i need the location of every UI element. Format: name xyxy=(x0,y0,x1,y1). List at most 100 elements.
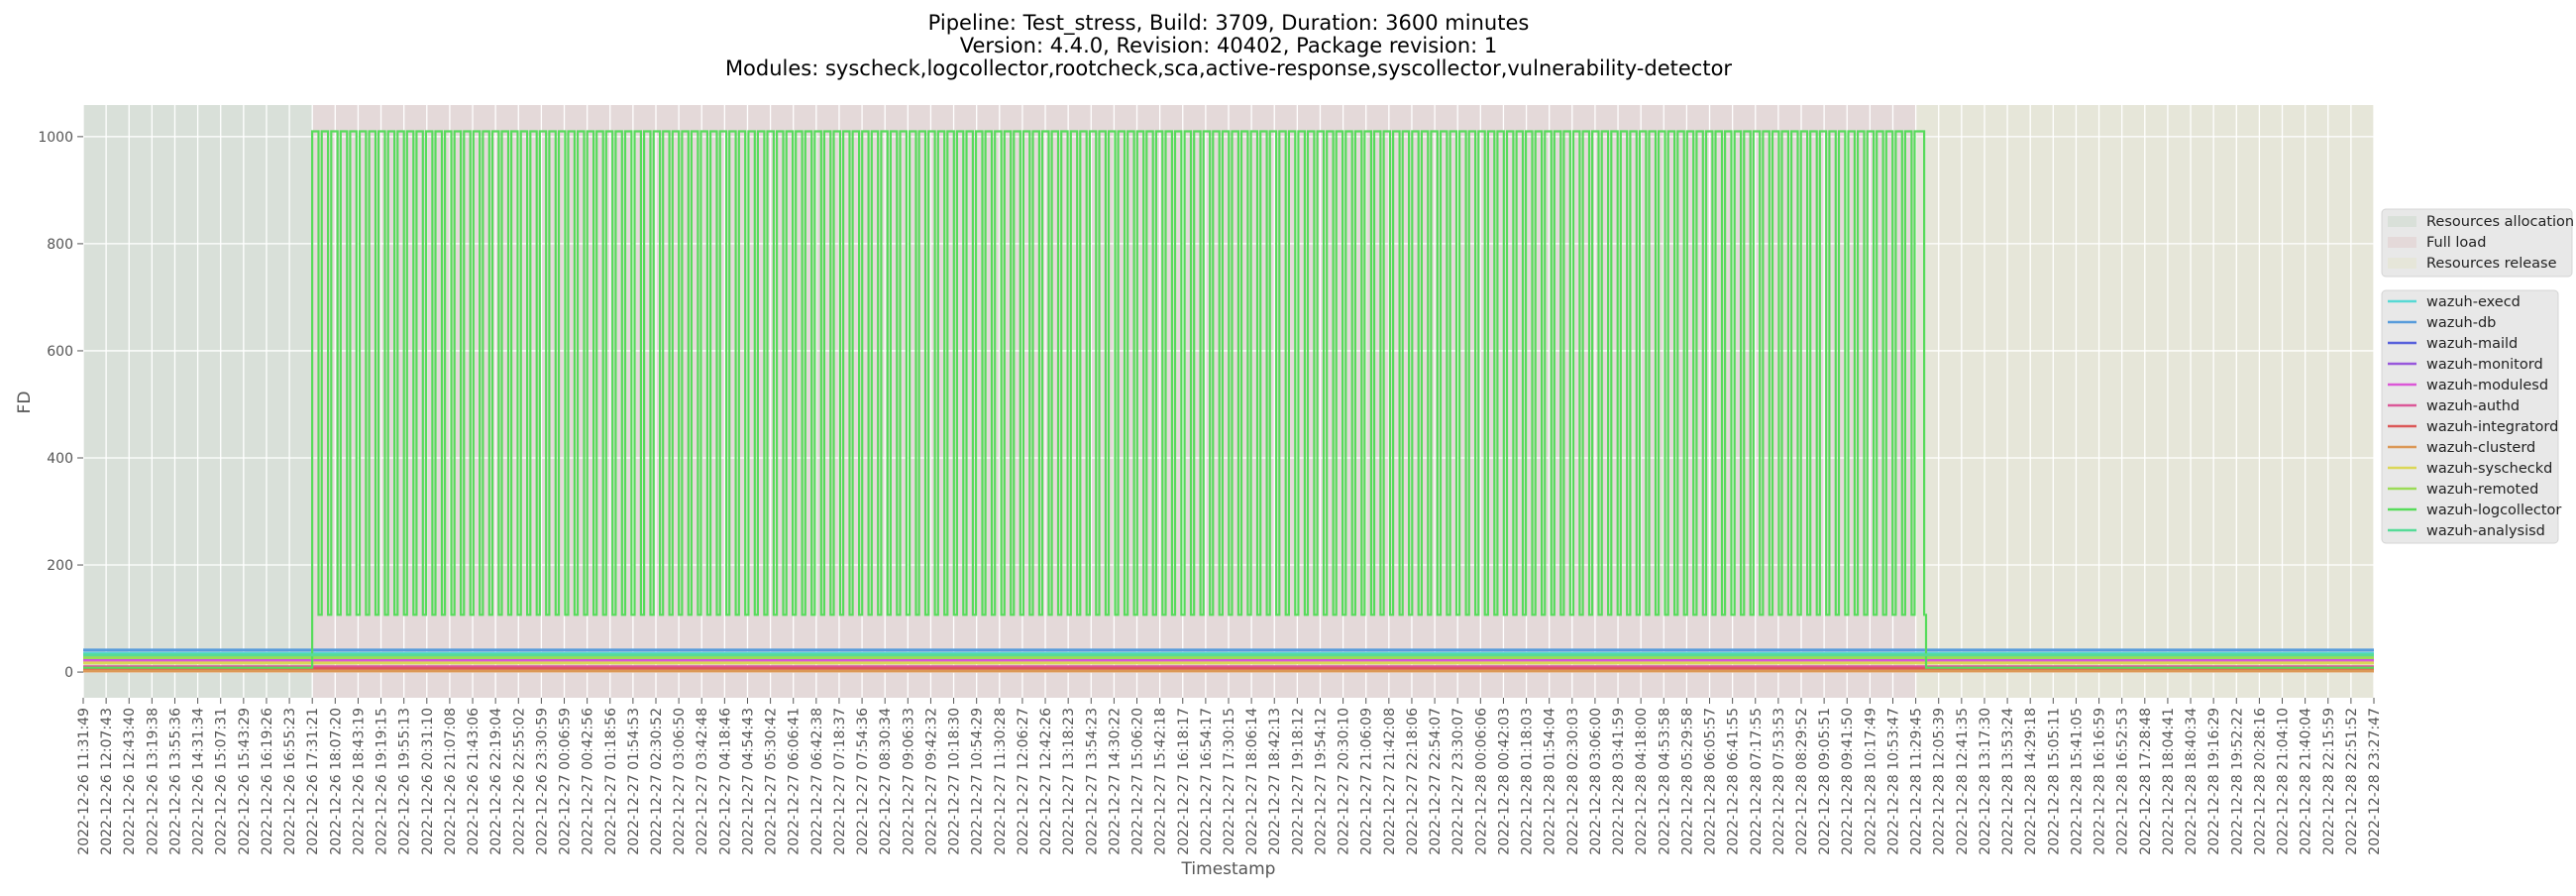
x-tick-label: 2022-12-26 19:55:13 xyxy=(397,708,413,855)
x-tick-label: 2022-12-27 05:30:42 xyxy=(764,708,780,855)
x-tick-label: 2022-12-27 15:06:20 xyxy=(1130,708,1146,855)
x-tick-label: 2022-12-27 23:30:07 xyxy=(1450,708,1466,855)
x-tick-label: 2022-12-26 14:31:34 xyxy=(191,708,207,855)
x-tick-label: 2022-12-28 20:28:16 xyxy=(2252,708,2268,855)
x-tick-label: 2022-12-26 12:07:43 xyxy=(99,708,115,855)
series-lines xyxy=(83,130,2374,673)
phase-legend-label: Full load xyxy=(2426,235,2486,251)
x-tick-label: 2022-12-28 10:53:47 xyxy=(1885,708,1901,855)
y-axis: 0 200 400 600 800 1000 xyxy=(38,130,83,681)
x-tick-label: 2022-12-27 09:42:32 xyxy=(923,708,939,855)
x-tick-label: 2022-12-28 07:53:53 xyxy=(1771,708,1787,855)
x-tick-label: 2022-12-26 18:43:19 xyxy=(351,708,367,855)
x-tick-label: 2022-12-28 17:28:48 xyxy=(2138,708,2154,855)
x-tick-label: 2022-12-27 02:30:52 xyxy=(649,708,665,855)
x-tick-label: 2022-12-27 18:42:13 xyxy=(1267,708,1283,855)
x-tick-label: 2022-12-26 13:19:38 xyxy=(145,708,161,855)
x-tick-label: 2022-12-27 01:54:53 xyxy=(626,708,642,855)
x-tick-label: 2022-12-26 15:43:29 xyxy=(237,708,253,855)
phase-legend-swatch xyxy=(2388,258,2416,269)
x-tick-label: 2022-12-28 12:05:39 xyxy=(1932,708,1948,855)
x-tick-label: 2022-12-28 09:41:50 xyxy=(1840,708,1856,855)
chart-title-line-1: Pipeline: Test_stress, Build: 3709, Dura… xyxy=(928,11,1530,36)
x-tick-label: 2022-12-28 11:29:45 xyxy=(1909,708,1925,855)
x-tick-label: 2022-12-28 16:16:59 xyxy=(2093,708,2108,855)
series-legend-label: wazuh-execd xyxy=(2426,294,2521,310)
x-tick-label: 2022-12-27 12:06:27 xyxy=(1016,708,1031,855)
x-tick-label: 2022-12-28 16:52:53 xyxy=(2115,708,2131,855)
x-tick-label: 2022-12-27 21:06:09 xyxy=(1359,708,1375,855)
x-tick-label: 2022-12-27 13:18:23 xyxy=(1061,708,1077,855)
x-tick-label: 2022-12-27 22:54:07 xyxy=(1428,708,1444,855)
x-tick-label: 2022-12-28 06:41:55 xyxy=(1726,708,1742,855)
x-tick-label: 2022-12-27 10:54:29 xyxy=(970,708,986,855)
x-tick-label: 2022-12-26 12:43:40 xyxy=(122,708,138,855)
y-axis-label: FD xyxy=(15,392,35,414)
x-tick-label: 2022-12-26 16:19:26 xyxy=(260,708,275,855)
x-tick-label: 2022-12-27 15:42:18 xyxy=(1153,708,1169,855)
series-legend-label: wazuh-modulesd xyxy=(2426,378,2548,393)
x-tick-label: 2022-12-26 21:43:06 xyxy=(466,708,482,855)
x-tick-label: 2022-12-26 22:55:02 xyxy=(511,708,527,855)
x-tick-label: 2022-12-27 07:18:37 xyxy=(832,708,848,855)
x-tick-label: 2022-12-28 05:29:58 xyxy=(1679,708,1695,855)
phase-legend-label: Resources allocation xyxy=(2426,214,2574,230)
y-tick-label: 600 xyxy=(47,344,73,360)
x-tick-label: 2022-12-28 22:51:52 xyxy=(2344,708,2360,855)
x-tick-label: 2022-12-27 13:54:23 xyxy=(1084,708,1100,855)
x-tick-label: 2022-12-27 20:30:10 xyxy=(1337,708,1352,855)
series-legend-label: wazuh-maild xyxy=(2426,336,2518,352)
x-tick-label: 2022-12-28 08:29:52 xyxy=(1794,708,1810,855)
x-tick-label: 2022-12-27 06:06:41 xyxy=(787,708,803,855)
y-tick-label: 0 xyxy=(64,665,73,681)
x-tick-label: 2022-12-28 14:29:18 xyxy=(2023,708,2039,855)
chart-title-line-3: Modules: syscheck,logcollector,rootcheck… xyxy=(725,56,1732,80)
x-tick-label: 2022-12-26 17:31:21 xyxy=(305,708,321,855)
x-tick-label: 2022-12-28 00:06:06 xyxy=(1473,708,1489,855)
chart-title-line-2: Version: 4.4.0, Revision: 40402, Package… xyxy=(960,34,1498,57)
x-tick-label: 2022-12-28 22:15:59 xyxy=(2321,708,2337,855)
x-tick-label: 2022-12-27 03:06:50 xyxy=(672,708,688,855)
x-tick-label: 2022-12-28 00:42:03 xyxy=(1496,708,1512,855)
x-tick-label: 2022-12-28 13:53:24 xyxy=(2000,708,2016,855)
x-tick-label: 2022-12-27 08:30:34 xyxy=(878,708,894,855)
x-tick-label: 2022-12-27 16:54:17 xyxy=(1199,708,1215,855)
phase-legend: Resources allocation Full load Resources r… xyxy=(2381,208,2574,278)
series-legend-box xyxy=(2381,289,2559,544)
x-tick-label: 2022-12-27 04:18:46 xyxy=(717,708,733,855)
x-tick-label: 2022-12-28 10:17:49 xyxy=(1863,708,1878,855)
x-tick-label: 2022-12-27 18:06:14 xyxy=(1244,708,1260,855)
x-tick-label: 2022-12-27 16:18:17 xyxy=(1176,708,1192,855)
x-tick-label: 2022-12-28 21:04:10 xyxy=(2276,708,2292,855)
phase-legend-swatch xyxy=(2388,237,2416,248)
phase-legend-box xyxy=(2381,208,2573,278)
x-tick-label: 2022-12-26 21:07:08 xyxy=(443,708,459,855)
x-tick-label: 2022-12-28 19:16:29 xyxy=(2206,708,2222,855)
series-legend-label: wazuh-integratord xyxy=(2426,419,2558,435)
x-tick-label: 2022-12-28 18:04:41 xyxy=(2161,708,2177,855)
x-tick-label: 2022-12-26 16:55:23 xyxy=(282,708,298,855)
series-legend-label: wazuh-syscheckd xyxy=(2426,461,2552,477)
x-tick-label: 2022-12-27 04:54:43 xyxy=(740,708,756,855)
x-tick-label: 2022-12-27 17:30:15 xyxy=(1222,708,1237,855)
phase-legend-swatch xyxy=(2388,216,2416,227)
x-tick-label: 2022-12-26 20:31:10 xyxy=(420,708,436,855)
x-tick-label: 2022-12-28 04:18:00 xyxy=(1634,708,1650,855)
series-legend-label: wazuh-logcollector xyxy=(2426,503,2561,518)
x-tick-label: 2022-12-27 12:42:26 xyxy=(1038,708,1054,855)
y-tick-label: 400 xyxy=(47,451,73,467)
x-tick-label: 2022-12-28 02:30:03 xyxy=(1565,708,1581,855)
x-tick-label: 2022-12-28 23:27:47 xyxy=(2367,708,2383,855)
x-tick-label: 2022-12-28 07:17:55 xyxy=(1749,708,1765,855)
series-legend: wazuh-execd wazuh-db wazuh-maild wazuh-moni… xyxy=(2381,289,2561,544)
x-tick-label: 2022-12-28 18:40:34 xyxy=(2184,708,2200,855)
series-legend-label: wazuh-clusterd xyxy=(2426,440,2535,456)
phase-legend-label: Resources release xyxy=(2426,256,2557,272)
x-tick-label: 2022-12-27 19:54:12 xyxy=(1313,708,1329,855)
x-tick-label: 2022-12-27 00:42:56 xyxy=(581,708,596,855)
x-tick-label: 2022-12-28 13:17:30 xyxy=(1978,708,1993,855)
x-tick-label: 2022-12-28 12:41:35 xyxy=(1955,708,1971,855)
x-tick-label: 2022-12-27 00:06:59 xyxy=(558,708,574,855)
x-tick-label: 2022-12-28 15:41:05 xyxy=(2069,708,2085,855)
